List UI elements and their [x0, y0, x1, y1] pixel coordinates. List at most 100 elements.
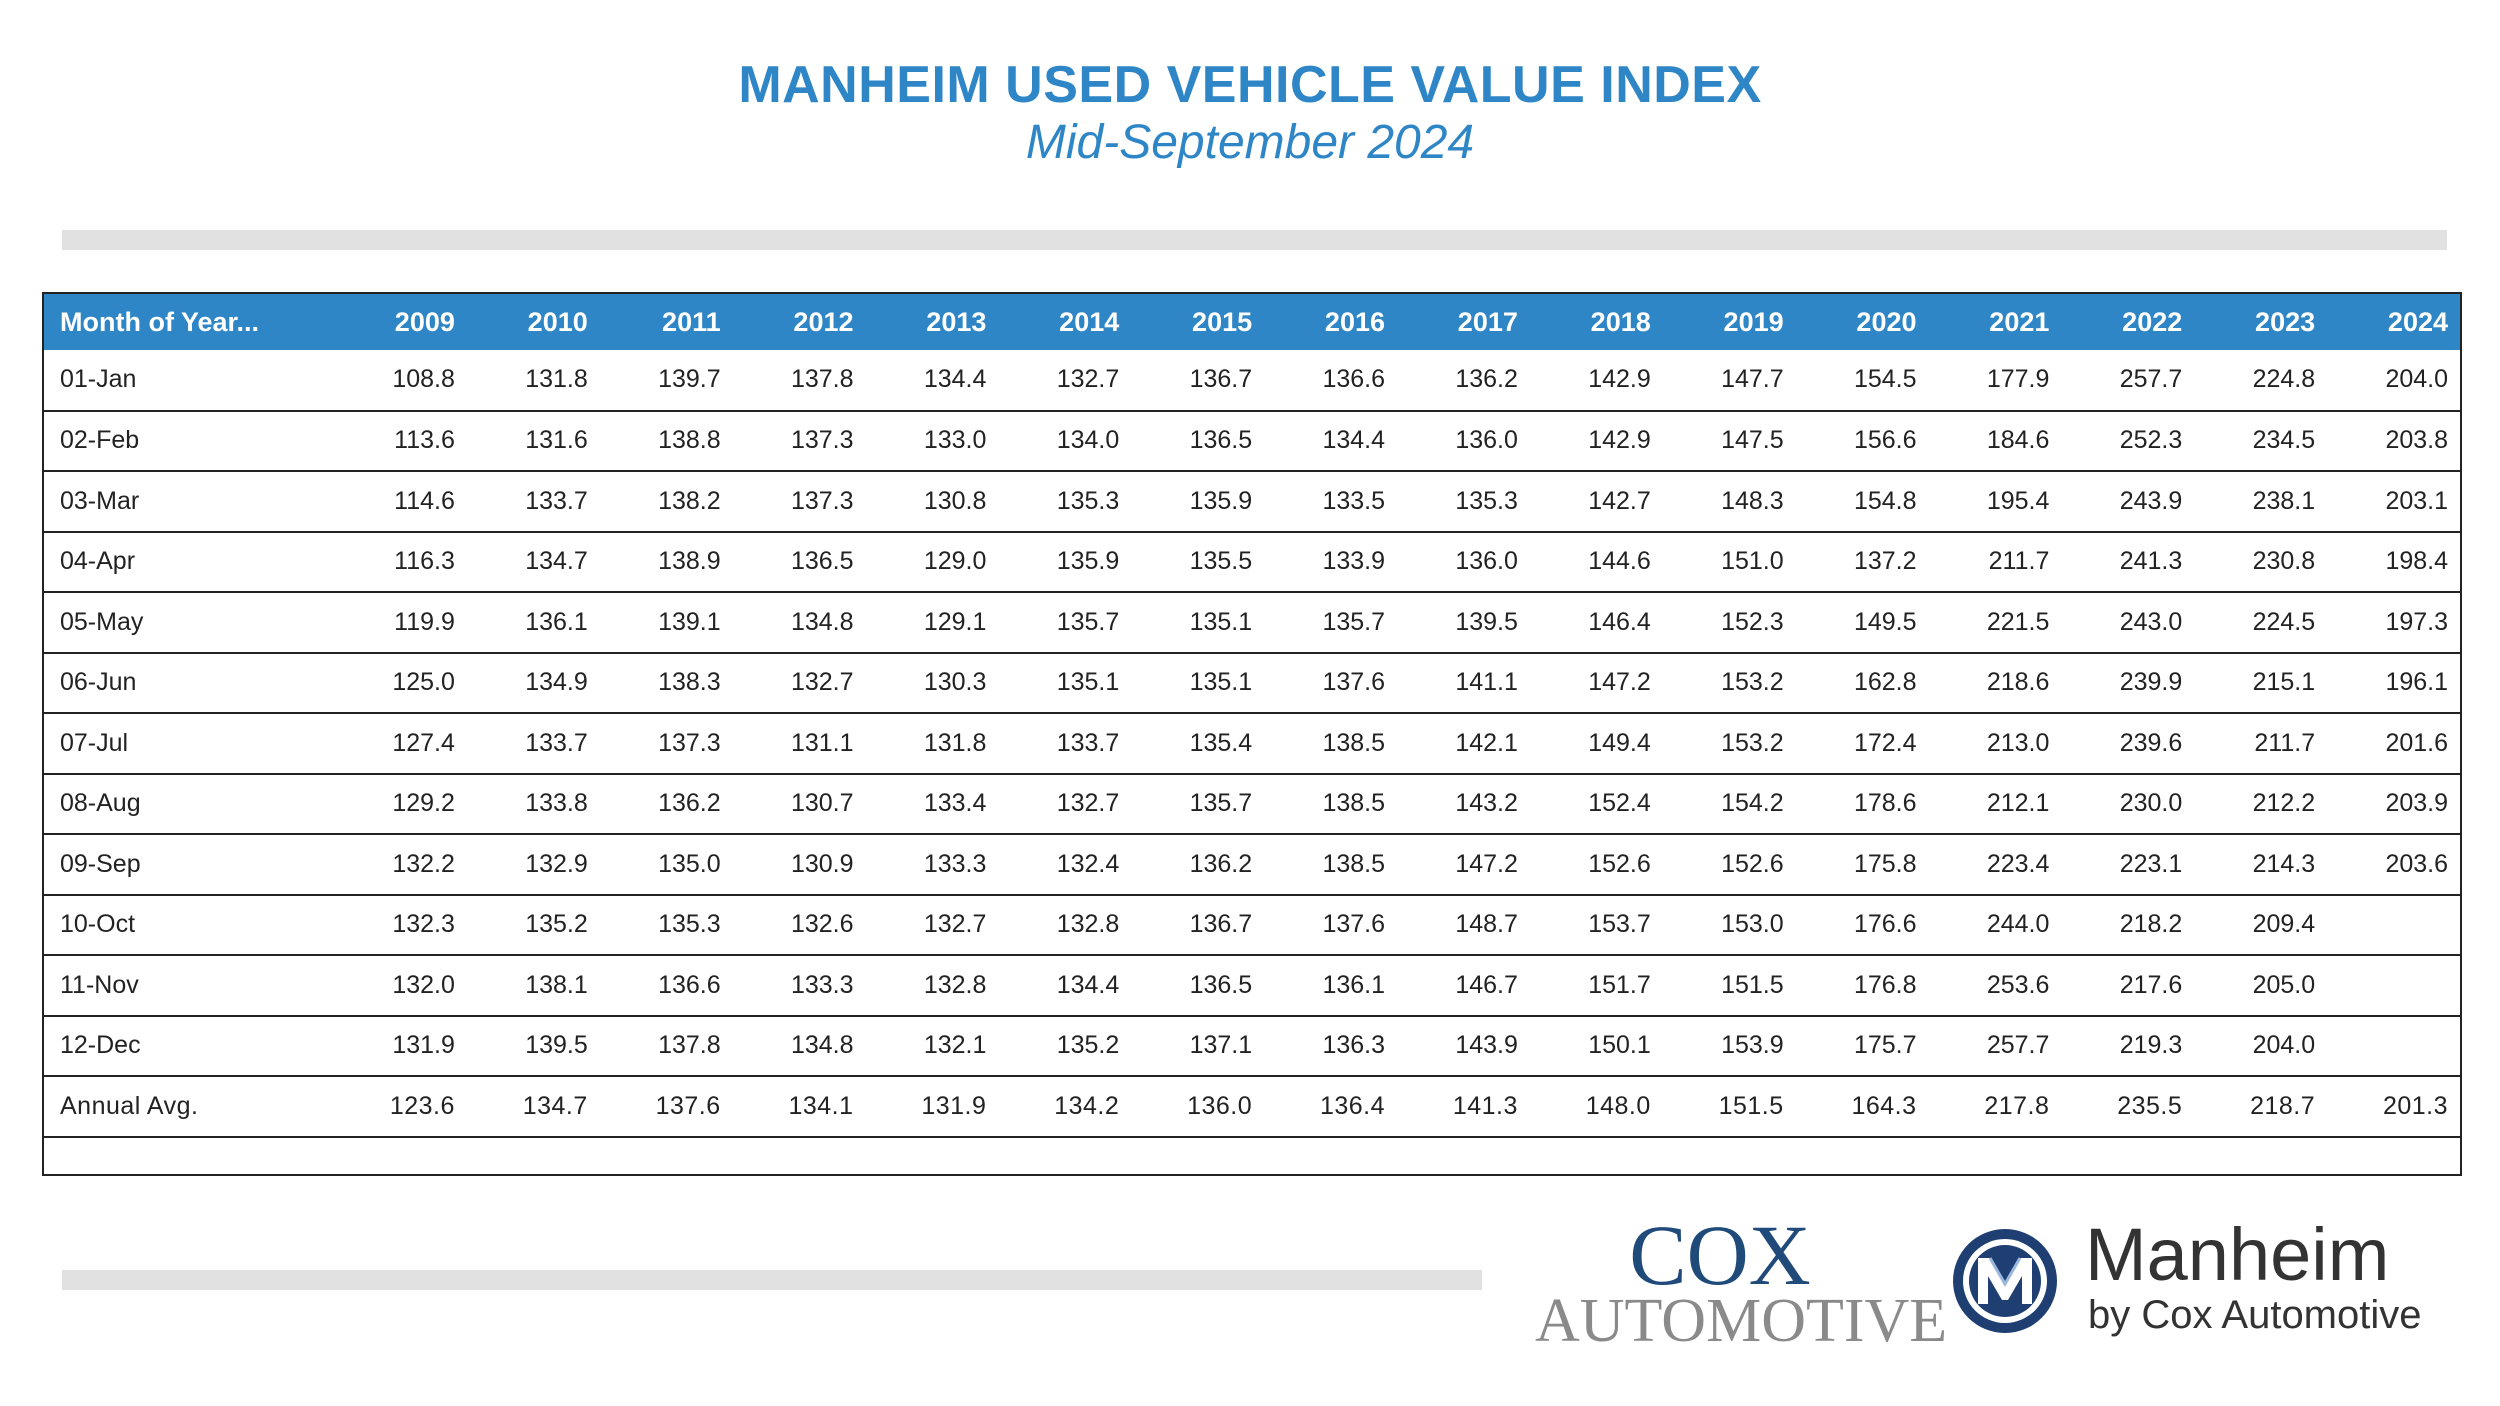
table-cell: 108.8: [334, 350, 467, 412]
page-subtitle: Mid-September 2024: [1025, 116, 1475, 169]
table-cell: 152.6: [1529, 834, 1663, 896]
row-label: 09-Sep: [44, 834, 334, 896]
table-cell: 212.2: [2194, 773, 2328, 835]
table-cell: 175.7: [1795, 1015, 1929, 1077]
table-cell: 162.8: [1795, 652, 1929, 714]
table-cell: 203.6: [2327, 834, 2460, 896]
table-cell: 137.8: [732, 350, 866, 412]
table-cell: 195.4: [1928, 471, 2062, 533]
column-header-year: 2023: [2255, 306, 2316, 337]
table-cell: 235.5: [2061, 1076, 2195, 1138]
table-cell: 205.0: [2194, 955, 2328, 1017]
table-cell: 133.7: [998, 713, 1132, 775]
table-cell: 137.2: [1795, 531, 1929, 593]
table-cell: 224.8: [2194, 350, 2328, 412]
table-cell: 203.9: [2327, 773, 2460, 835]
table-cell: 204.0: [2194, 1015, 2328, 1077]
table-cell: 125.0: [334, 652, 467, 714]
table-cell: 134.9: [466, 652, 600, 714]
table-row: 05-May 119.9 136.1 139.1 134.8 129.1 135.7 135.…: [44, 592, 2460, 654]
bottom-divider-bar: [62, 1270, 1482, 1290]
table-cell: 143.2: [1397, 773, 1530, 835]
table-cell: 212.1: [1928, 773, 2062, 835]
table-cell: 134.8: [732, 1015, 866, 1077]
table-cell: 138.1: [466, 955, 600, 1017]
table-cell: 217.6: [2061, 955, 2195, 1017]
column-header-year: 2022: [2122, 306, 2183, 337]
table-cell: 134.0: [998, 410, 1132, 472]
manheim-tagline: by Cox Automotive: [2088, 1293, 2422, 1337]
table-cell: 224.5: [2194, 592, 2328, 654]
table-cell: 136.2: [1131, 834, 1265, 896]
table-cell: 132.0: [334, 955, 467, 1017]
table-cell: 154.5: [1795, 350, 1929, 412]
table-cell: 136.7: [1131, 350, 1265, 412]
table-cell: 136.2: [599, 773, 733, 835]
table-cell: 153.0: [1662, 894, 1796, 956]
table-cell: 153.7: [1529, 894, 1663, 956]
table-cell: 136.5: [1131, 955, 1265, 1017]
table-cell: 137.6: [1264, 652, 1397, 714]
table-cell: 138.8: [599, 410, 733, 472]
table-cell: 136.0: [1131, 1076, 1265, 1138]
table-cell: 257.7: [2061, 350, 2195, 412]
table-cell: 119.9: [334, 592, 467, 654]
table-cell: 134.4: [865, 350, 999, 412]
table-cell: [2327, 1015, 2460, 1077]
table-cell: 142.9: [1529, 410, 1663, 472]
table-row: 11-Nov 132.0 138.1 136.6 133.3 132.8 134.4 136.…: [44, 955, 2460, 1017]
column-header-year: 2009: [394, 306, 455, 337]
table-cell: 132.7: [998, 350, 1132, 412]
empty-row: [44, 1137, 2460, 1181]
table-cell: 139.1: [599, 592, 733, 654]
table-cell: 132.3: [334, 894, 467, 956]
table-cell: 134.4: [1264, 410, 1397, 472]
table-cell: 132.7: [732, 652, 866, 714]
manheim-m-icon: [1953, 1229, 2057, 1333]
table-cell: 142.7: [1529, 471, 1663, 533]
table-cell: 136.0: [1397, 531, 1530, 593]
table-cell: 175.8: [1795, 834, 1929, 896]
table-cell: 136.2: [1397, 350, 1530, 412]
column-header-year: 2017: [1457, 306, 1518, 337]
table-cell: 218.7: [2194, 1076, 2328, 1138]
table-cell: [2327, 955, 2460, 1017]
table-row: 08-Aug 129.2 133.8 136.2 130.7 133.4 132.7 135.…: [44, 773, 2460, 835]
table-cell: 138.3: [599, 652, 733, 714]
table-cell: 135.2: [998, 1015, 1132, 1077]
table-cell: 134.8: [732, 592, 866, 654]
table-cell: 130.3: [865, 652, 999, 714]
table-cell: 221.5: [1928, 592, 2062, 654]
table-cell: 219.3: [2061, 1015, 2195, 1077]
table-cell: 143.9: [1397, 1015, 1530, 1077]
table-cell: 132.2: [334, 834, 467, 896]
table-cell: 218.2: [2061, 894, 2195, 956]
column-header-year: 2019: [1723, 306, 1784, 337]
table-cell: 132.7: [865, 894, 999, 956]
table-cell: 134.2: [998, 1076, 1132, 1138]
row-label: 04-Apr: [44, 531, 334, 593]
table-cell: 116.3: [334, 531, 467, 593]
table-cell: 133.7: [466, 471, 600, 533]
table-cell: 135.1: [998, 652, 1132, 714]
table-cell: 230.0: [2061, 773, 2195, 835]
table-cell: 196.1: [2327, 652, 2460, 714]
table-cell: 148.7: [1397, 894, 1530, 956]
table-cell: 138.9: [599, 531, 733, 593]
row-label: 12-Dec: [44, 1015, 334, 1077]
table-cell: 134.1: [732, 1076, 866, 1138]
table-cell: 239.6: [2061, 713, 2195, 775]
column-header-year: 2020: [1856, 306, 1917, 337]
table-cell: 213.0: [1928, 713, 2062, 775]
column-header-year: 2015: [1192, 306, 1253, 337]
table-cell: 137.6: [1264, 894, 1397, 956]
cox-logo-text: COX: [1629, 1207, 1811, 1303]
table-cell: 136.3: [1264, 1015, 1397, 1077]
table-cell: 203.8: [2327, 410, 2460, 472]
table-cell: 243.0: [2061, 592, 2195, 654]
table-cell: 218.6: [1928, 652, 2062, 714]
table-cell: 131.9: [865, 1076, 999, 1138]
index-table-container: Month of Year... 2009 2010 2011 2012 2013 2014…: [42, 292, 2462, 1176]
table-cell: 184.6: [1928, 410, 2062, 472]
table-cell: 131.9: [334, 1015, 467, 1077]
